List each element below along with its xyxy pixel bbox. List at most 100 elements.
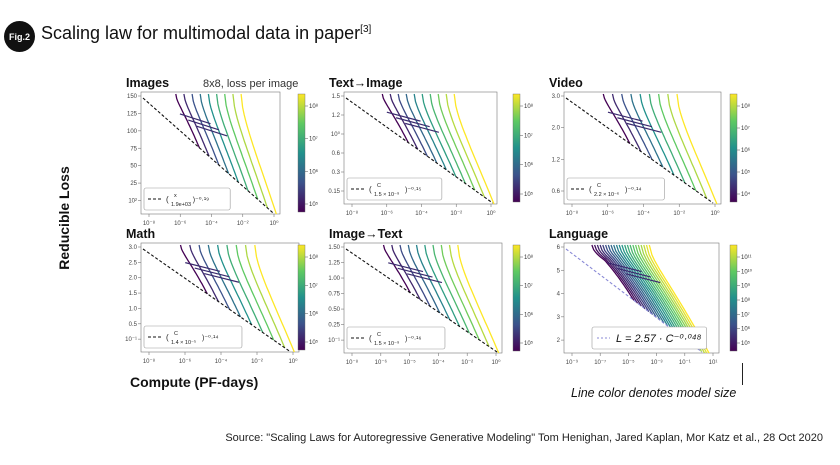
x-tick-label: 10⁻² [251, 359, 263, 365]
y-tick-label: 4 [557, 292, 561, 298]
x-tick-label: 10⁻⁸ [346, 210, 359, 217]
y-tick-label: 3 [557, 315, 561, 321]
y-tick-label: 50 [130, 164, 137, 170]
model-curve [191, 93, 220, 166]
x-tick-label: 10⁻⁶ [179, 358, 192, 365]
colorbar-tick-label: 10⁸ [524, 103, 534, 110]
x-tick-label: 10⁻⁸ [143, 358, 156, 365]
model-curve [204, 272, 240, 283]
colorbar [512, 93, 521, 203]
x-tick-label: 10⁻⁸ [143, 220, 156, 227]
legend-fit-label: ( [166, 333, 169, 342]
model-curve [607, 262, 642, 273]
model-curve [632, 244, 691, 344]
legend-fit-denominator: 1.5 × 10⁻⁹ [374, 340, 399, 347]
power-law-fit-line [142, 97, 274, 214]
model-curve [185, 262, 221, 272]
model-curve [405, 93, 438, 164]
colorbar-tick-label: 10⁶ [741, 326, 751, 333]
y-tick-label: 3.0 [552, 94, 561, 100]
figure-title-ref: [3] [360, 24, 372, 35]
power-law-fit-line [345, 248, 498, 353]
y-tick-label: 10² [128, 199, 137, 205]
x-tick-label: 10⁻⁶ [381, 210, 394, 217]
model-curve [244, 244, 286, 349]
y-tick-label: 0.5 [129, 322, 138, 328]
y-tick-label: 10⁻¹ [125, 337, 137, 343]
model-curve [194, 267, 230, 278]
figure-title-text: Scaling law for multimodal data in paper [41, 23, 361, 43]
curves [345, 93, 495, 204]
x-tick-label: 10⁻² [461, 360, 473, 366]
legend-box [566, 177, 665, 201]
legend-fit-label: L = 2.57 · C⁻⁰·⁰⁴⁸ [616, 333, 702, 345]
legend-fit-denominator: 2.2 × 10⁻⁶ [594, 191, 619, 198]
x-axis-label: Compute (PF-days) [130, 374, 259, 390]
y-tick-label: 6 [557, 245, 561, 251]
x-tick-label: 10⁻⁴ [205, 220, 218, 227]
model-curve [413, 93, 447, 171]
model-curve [183, 93, 210, 157]
x-tick-label: 10⁻⁹ [566, 359, 579, 366]
model-curve [188, 119, 220, 131]
model-curve [621, 93, 653, 160]
legend-fit-exponent: )⁻⁰·¹⁶ [405, 335, 421, 343]
y-tick-label: 2.5 [129, 260, 138, 266]
legend-fit-denominator: 1.4 × 10⁻⁵ [171, 339, 196, 346]
legend-fit-label: ( [369, 334, 372, 343]
model-curve [676, 93, 718, 204]
model-curve [198, 244, 231, 310]
y-tick-label: 2.0 [129, 276, 138, 282]
panel-title: Text→Image [329, 76, 402, 90]
x-tick-label: 10¹ [709, 360, 718, 366]
model-curve [630, 93, 664, 168]
model-curve [591, 244, 635, 301]
x-tick-label: 10⁻⁸ [566, 210, 579, 217]
colorbar-tick-label: 10⁷ [309, 136, 318, 143]
model-curve [445, 93, 485, 198]
colorbar [297, 93, 306, 213]
legend-fit-denominator: 1.5 × 10⁻⁹ [374, 191, 399, 198]
model-curve [610, 244, 661, 321]
colorbar-tick-label: 10⁴ [741, 191, 751, 198]
y-tick-label: 125 [127, 111, 138, 117]
figure-title: Scaling law for multimodal data in paper… [41, 23, 371, 44]
y-tick-label: 2.0 [552, 126, 561, 132]
legend-fit-numerator: x [174, 193, 177, 199]
source-citation: Source: "Scaling Laws for Autoregressive… [225, 432, 823, 444]
legend-fit-exponent: )⁻⁰·¹⁵ [405, 186, 421, 194]
panel-title: Images [126, 76, 169, 90]
model-curve [240, 93, 278, 214]
model-curve [254, 244, 296, 352]
model-curve [440, 244, 480, 341]
x-tick-label: 10⁰ [710, 210, 720, 217]
legend-box [346, 177, 443, 201]
colorbar-tick-label: 10⁵ [741, 169, 751, 176]
y-tick-label: 1.0 [129, 306, 138, 312]
y-tick-label: 2 [557, 338, 561, 344]
model-curve [196, 125, 228, 137]
model-size-note: Line color denotes model size [571, 386, 737, 400]
x-tick-label: 10⁻¹ [679, 360, 691, 366]
colorbar [729, 244, 738, 352]
legend-fit-label: ( [166, 195, 169, 204]
colorbar-tick-label: 10⁵ [741, 340, 751, 347]
model-curve [626, 122, 662, 133]
model-curve [199, 93, 230, 174]
curves [142, 93, 278, 214]
model-curve [215, 93, 249, 192]
model-curve [607, 111, 643, 122]
colorbar-tick-label: 10⁶ [524, 311, 534, 318]
model-curve [405, 122, 440, 133]
colorbar-tick-label: 10⁷ [524, 132, 533, 139]
model-curve [626, 244, 684, 338]
y-tick-label: 1.5 [129, 291, 138, 297]
model-curve [391, 244, 421, 300]
x-tick-label: 10⁰ [486, 210, 496, 217]
model-curve [381, 93, 409, 143]
model-curve [616, 267, 651, 278]
legend-box [143, 325, 243, 349]
model-curve [615, 244, 669, 327]
colorbar-tick-label: 10⁵ [309, 201, 319, 208]
curves [142, 244, 296, 352]
